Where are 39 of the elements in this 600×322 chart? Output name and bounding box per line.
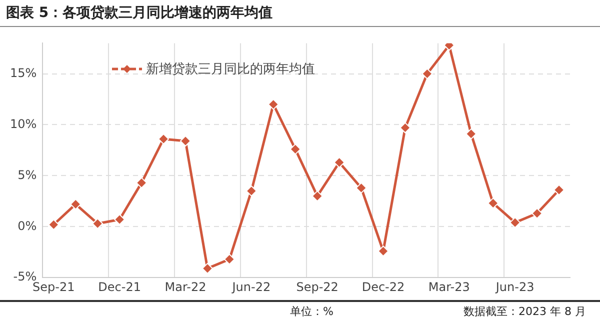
point — [48, 219, 60, 230]
legend-label: 新增贷款三月同比的两年均值 — [146, 61, 315, 78]
point — [224, 254, 235, 265]
x-tick-label: Sep-21 — [32, 280, 75, 294]
x-tick-label: Mar-22 — [164, 280, 206, 294]
point — [70, 198, 82, 210]
x-tick-label: Jun-23 — [494, 280, 534, 294]
point — [246, 185, 257, 196]
point — [334, 156, 345, 168]
point — [114, 214, 126, 226]
point — [510, 217, 521, 228]
x-tick-label: Sep-22 — [296, 280, 338, 294]
point — [488, 198, 499, 209]
point — [312, 190, 323, 202]
y-tick-label: 15% — [10, 66, 37, 80]
point — [554, 184, 565, 196]
x-tick-label: Jun-22 — [231, 280, 271, 294]
point — [532, 208, 543, 219]
point — [290, 144, 301, 155]
point — [92, 218, 104, 230]
text: 单位：% — [290, 304, 334, 319]
text: 数据截至：2023 年 8 月 — [464, 304, 586, 319]
point — [268, 98, 279, 110]
x-tick-label: Dec-21 — [98, 280, 141, 294]
x-tick-label: Dec-22 — [362, 280, 405, 294]
point — [136, 177, 148, 188]
y-tick-label: 0% — [18, 218, 37, 233]
point — [466, 128, 477, 140]
chart-title: 图表 5：各项贷款三月同比增速的两年均值 — [6, 4, 273, 22]
point — [202, 262, 213, 274]
point — [180, 136, 191, 147]
y-tick-label: 5% — [18, 168, 37, 182]
y-tick-label: 10% — [10, 116, 37, 131]
point — [400, 122, 411, 134]
point — [158, 134, 170, 144]
point — [378, 246, 389, 257]
point — [356, 182, 367, 194]
x-tick-label: Mar-23 — [428, 280, 470, 294]
point — [422, 68, 433, 80]
